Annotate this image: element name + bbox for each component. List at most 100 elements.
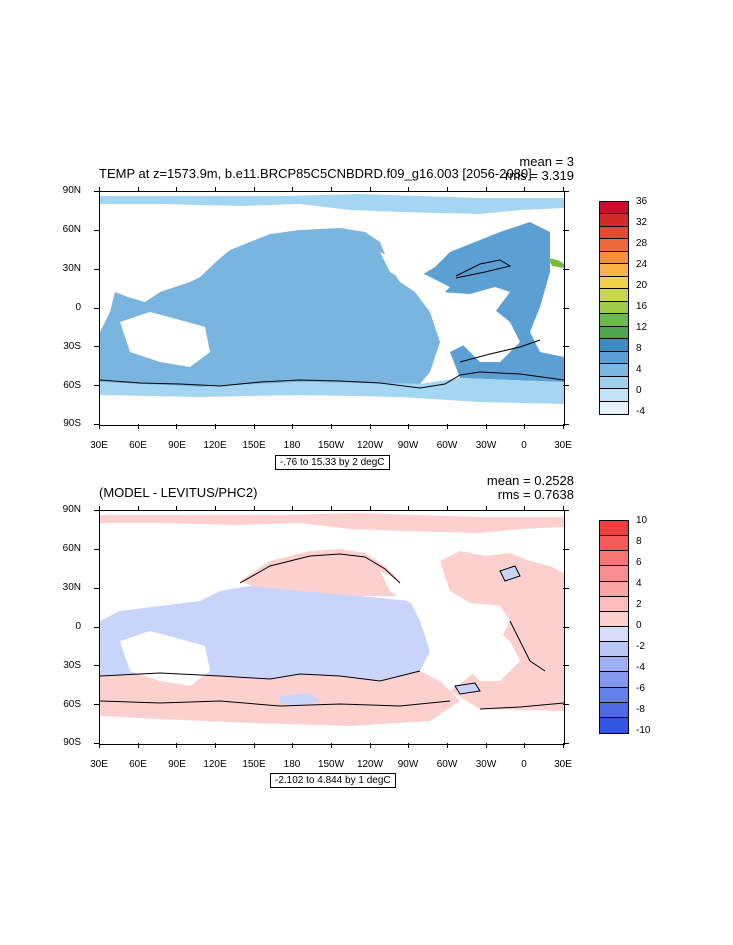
panel1-xlabel: 180 xyxy=(283,440,301,451)
axis-tick xyxy=(253,506,255,511)
axis-tick xyxy=(563,229,569,231)
colorbar-swatch xyxy=(600,642,628,658)
panel2-xlabel: 150E xyxy=(242,759,266,770)
panel1-ylabel: 60S xyxy=(63,380,81,391)
panel2-xlabel: 30E xyxy=(90,759,108,770)
axis-tick xyxy=(563,704,569,706)
axis-tick xyxy=(331,424,332,429)
axis-tick xyxy=(369,424,371,429)
colorbar-swatch xyxy=(600,596,628,612)
axis-tick xyxy=(94,510,100,511)
colorbar-swatch xyxy=(600,289,628,302)
panel1-colorbar-label: 4 xyxy=(636,364,642,375)
colorbar-swatch xyxy=(600,702,628,718)
panel1-colorbar-label: 0 xyxy=(636,385,642,396)
axis-tick xyxy=(94,548,100,550)
axis-tick xyxy=(94,665,100,667)
panel1-xlabel: 0 xyxy=(521,440,527,451)
axis-tick xyxy=(94,587,100,589)
axis-tick xyxy=(331,743,332,748)
panel2-colorbar-label: 8 xyxy=(636,536,642,547)
panel2-map xyxy=(99,510,565,745)
colorbar-swatch xyxy=(600,239,628,252)
axis-tick xyxy=(369,506,371,511)
axis-tick xyxy=(215,506,216,511)
colorbar-swatch xyxy=(600,251,628,265)
axis-tick xyxy=(99,506,100,511)
colorbar-swatch xyxy=(600,657,628,673)
panel1-colorbar-label: 16 xyxy=(636,301,648,312)
panel2-colorbar-label: 4 xyxy=(636,578,642,589)
panel1-ylabel: 30S xyxy=(63,341,81,352)
axis-tick xyxy=(408,187,410,192)
panel1-xlabel: 150E xyxy=(242,440,266,451)
colorbar-swatch xyxy=(600,202,628,215)
panel2-xlabel: 60E xyxy=(129,759,147,770)
panel1-xlabel: 90E xyxy=(168,440,186,451)
axis-tick xyxy=(176,743,178,748)
axis-tick xyxy=(137,743,139,748)
panel2-colorbar-label: 10 xyxy=(636,515,648,526)
colorbar-swatch xyxy=(600,566,628,582)
colorbar-swatch xyxy=(600,214,628,227)
axis-tick xyxy=(292,743,294,748)
panel1-colorbar-label: 12 xyxy=(636,322,648,333)
panel1-ylabel: 60N xyxy=(62,224,81,235)
colorbar-swatch xyxy=(600,301,628,315)
panel2-colorbar-label: -10 xyxy=(636,725,651,736)
axis-tick xyxy=(408,424,410,429)
axis-tick xyxy=(524,743,526,748)
panel2-ylabel: 30N xyxy=(62,582,81,593)
panel1-xlabel: 60W xyxy=(436,440,458,451)
panel1-xlabel: 90W xyxy=(397,440,419,451)
axis-tick xyxy=(485,506,487,511)
panel2-ylabel: 90S xyxy=(63,737,81,748)
panel2-xlabel: 90E xyxy=(168,759,186,770)
axis-tick xyxy=(99,424,100,429)
axis-tick xyxy=(137,187,139,192)
panel1-xlabel: 60E xyxy=(129,440,147,451)
axis-tick xyxy=(94,191,100,192)
panel1-title: TEMP at z=1573.9m, b.e11.BRCP85C5CNBDRD.… xyxy=(99,166,532,181)
axis-tick xyxy=(563,385,569,387)
axis-tick xyxy=(253,187,255,192)
axis-tick xyxy=(447,506,448,511)
colorbar-swatch xyxy=(600,401,628,414)
panel1-rms: rms = 3.319 xyxy=(504,168,574,183)
panel1-colorbar-label: -4 xyxy=(636,406,645,417)
axis-tick xyxy=(253,743,255,748)
colorbar-swatch xyxy=(600,551,628,567)
panel1-ylabel: 90N xyxy=(62,185,81,196)
axis-tick xyxy=(176,187,178,192)
axis-tick xyxy=(563,743,564,748)
panel2-xlabel: 150W xyxy=(317,759,345,770)
axis-tick xyxy=(563,510,569,511)
axis-tick xyxy=(94,307,100,309)
axis-tick xyxy=(176,506,178,511)
axis-tick xyxy=(137,424,139,429)
axis-tick xyxy=(447,424,448,429)
colorbar-swatch xyxy=(600,611,628,627)
axis-tick xyxy=(94,385,100,387)
axis-tick xyxy=(99,187,100,192)
panel2-colorbar-label: 2 xyxy=(636,599,642,610)
panel1-map xyxy=(99,191,565,426)
colorbar-swatch xyxy=(600,717,628,733)
panel2-colorbar-label: 6 xyxy=(636,557,642,568)
panel2-colorbar xyxy=(599,520,629,734)
axis-tick xyxy=(369,743,371,748)
axis-tick xyxy=(331,506,332,511)
panel1-xlabel: 30E xyxy=(90,440,108,451)
panel2-xlabel: 180 xyxy=(283,759,301,770)
axis-tick xyxy=(563,743,569,744)
axis-tick xyxy=(369,187,371,192)
panel1-colorbar-label: 8 xyxy=(636,343,642,354)
axis-tick xyxy=(524,424,526,429)
axis-tick xyxy=(563,346,569,348)
axis-tick xyxy=(94,704,100,706)
panel2-colorbar-label: 0 xyxy=(636,620,642,631)
axis-tick xyxy=(215,187,216,192)
panel1-mean: mean = 3 xyxy=(519,154,574,169)
axis-tick xyxy=(563,626,569,628)
axis-tick xyxy=(253,424,255,429)
